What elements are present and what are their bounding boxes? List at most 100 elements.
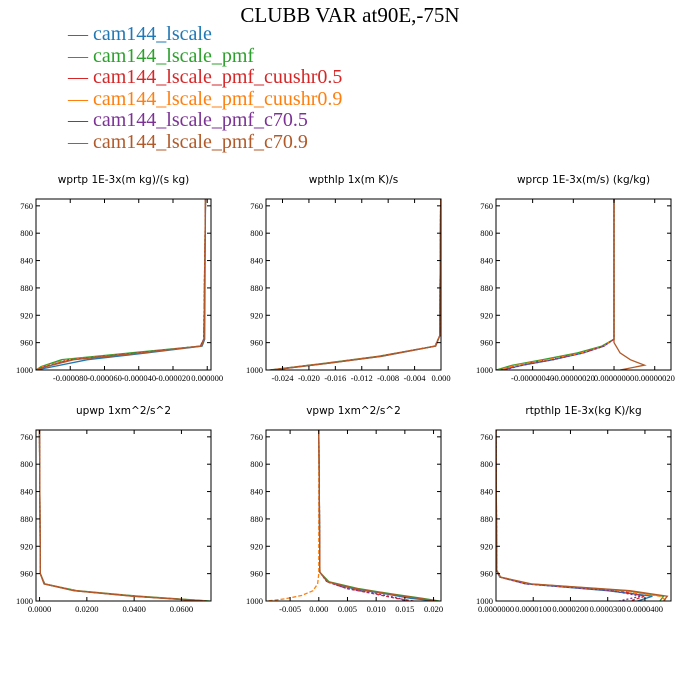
y-tick-label: 1000 [246, 365, 263, 375]
x-tick-label: 0.005 [338, 604, 357, 614]
y-tick-label: 1000 [476, 596, 493, 606]
series-line [318, 430, 440, 601]
x-tick-label: 0.0400 [122, 604, 145, 614]
series-line [503, 199, 615, 370]
series-line [38, 430, 208, 601]
series-line [270, 199, 441, 370]
legend-swatch-label: — cam144_lscale_pmf_cuushr0.9 [68, 87, 343, 110]
legend-swatch-label: — cam144_lscale [68, 23, 212, 45]
y-tick-label: 920 [20, 310, 33, 320]
legend-item: — cam144_lscale_pmf_c70.9 [68, 130, 342, 154]
series-line [267, 430, 320, 601]
subplot: wprtp 1E-3x(m kg)/(s kg) 760 800 840 880 920 9… [16, 174, 223, 383]
series-line [272, 199, 441, 370]
series-line [38, 430, 206, 601]
y-tick-label: 920 [480, 541, 493, 551]
series-line [496, 430, 665, 601]
x-tick-label: 0.00000020 [635, 373, 675, 383]
y-tick-label: 960 [250, 569, 263, 579]
x-tick-label: 0.0000200 [552, 604, 588, 614]
x-tick-label: 0.015 [395, 604, 414, 614]
y-tick-label: 800 [20, 459, 33, 469]
series-line [269, 199, 441, 370]
plot-frame [265, 429, 442, 602]
y-tick-label: 880 [480, 283, 493, 293]
x-tick-label: -0.000080 [53, 373, 88, 383]
plot-frame [35, 429, 212, 602]
subplot-title: wpthlp 1x(m K)/s [309, 174, 399, 186]
figure-title: CLUBB VAR at90E,-75N [240, 3, 460, 27]
legend-item: — cam144_lscale [68, 23, 342, 46]
y-tick-label: 960 [480, 569, 493, 579]
y-tick-label: 800 [480, 228, 493, 238]
y-tick-label: 1000 [246, 596, 263, 606]
y-tick-label: 1000 [476, 365, 493, 375]
y-tick-label: 840 [480, 487, 493, 497]
series-line [497, 199, 615, 370]
x-tick-label: 0.020 [424, 604, 443, 614]
x-tick-label: -0.000020 [156, 373, 191, 383]
y-tick-label: 800 [250, 459, 263, 469]
series-line [496, 430, 668, 601]
subplot-title: wprtp 1E-3x(m kg)/(s kg) [58, 174, 189, 186]
legend-swatch-label: — cam144_lscale_pmf_c70.9 [68, 130, 308, 153]
x-tick-label: 0.0000000 [478, 604, 514, 614]
subplot: upwp 1xm^2/s^2 760 800 840 880 920 960 10000.00… [16, 405, 212, 614]
y-tick-label: 760 [480, 432, 493, 442]
x-tick-label: 0.0000400 [627, 604, 663, 614]
series-line [501, 199, 615, 370]
y-tick-label: 960 [480, 338, 493, 348]
legend: — cam144_lscale — cam144_lscale_pmf — ca… [68, 23, 343, 154]
x-tick-label: 0.010 [367, 604, 386, 614]
y-tick-label: 920 [480, 310, 493, 320]
x-tick-label: -0.020 [298, 373, 320, 383]
y-tick-label: 960 [250, 338, 263, 348]
series-line [496, 430, 642, 601]
series-line [269, 199, 441, 370]
series-line [36, 199, 207, 370]
y-tick-label: 1000 [16, 596, 33, 606]
series-line [496, 430, 669, 601]
series-line [270, 199, 441, 370]
series-line [38, 430, 204, 601]
series-line [496, 430, 653, 601]
x-tick-label: 0.000 [309, 604, 328, 614]
x-tick-label: -0.012 [351, 373, 373, 383]
subplot: rtpthlp 1E-3x(kg K)/kg 760 800 840 880 920 960… [476, 405, 672, 614]
x-tick-label: -0.024 [272, 373, 295, 383]
series-line [496, 199, 615, 370]
subplot-title: wprcp 1E-3x(m/s) (kg/kg) [517, 174, 650, 186]
y-tick-label: 840 [480, 256, 493, 266]
y-tick-label: 880 [480, 514, 493, 524]
series-line [271, 199, 441, 370]
x-tick-label: -0.005 [279, 604, 301, 614]
x-tick-label: 0.00000000 [594, 373, 634, 383]
legend-item: — cam144_lscale_pmf_c70.5 [68, 109, 342, 132]
series-line [36, 199, 207, 370]
x-tick-label: -0.00000020 [552, 373, 595, 383]
y-tick-label: 960 [20, 569, 33, 579]
subplot: wprcp 1E-3x(m/s) (kg/kg) 760 800 840 880 920 9… [476, 174, 675, 383]
series-line [318, 430, 414, 601]
y-tick-label: 760 [20, 201, 33, 211]
x-tick-label: 0.000000 [191, 373, 223, 383]
x-tick-label: -0.00000040 [511, 373, 554, 383]
y-tick-label: 920 [20, 541, 33, 551]
y-tick-label: 800 [250, 228, 263, 238]
series-line [613, 199, 647, 370]
y-tick-label: 960 [20, 338, 33, 348]
series-line [36, 199, 207, 370]
y-tick-label: 840 [20, 487, 33, 497]
x-tick-label: -0.004 [404, 373, 427, 383]
subplot-title: vpwp 1xm^2/s^2 [306, 405, 401, 417]
series-line [318, 430, 437, 601]
plot-frame [265, 198, 442, 371]
subplot: vpwp 1xm^2/s^2 760 800 840 880 920 960 1000 -0.0… [246, 405, 443, 614]
y-tick-label: 840 [20, 256, 33, 266]
y-tick-label: 760 [250, 201, 263, 211]
legend-item: — cam144_lscale_pmf [68, 45, 342, 68]
plot-frame [35, 198, 212, 371]
y-tick-label: 800 [20, 228, 33, 238]
y-tick-label: 880 [250, 514, 263, 524]
series-line [36, 199, 207, 370]
